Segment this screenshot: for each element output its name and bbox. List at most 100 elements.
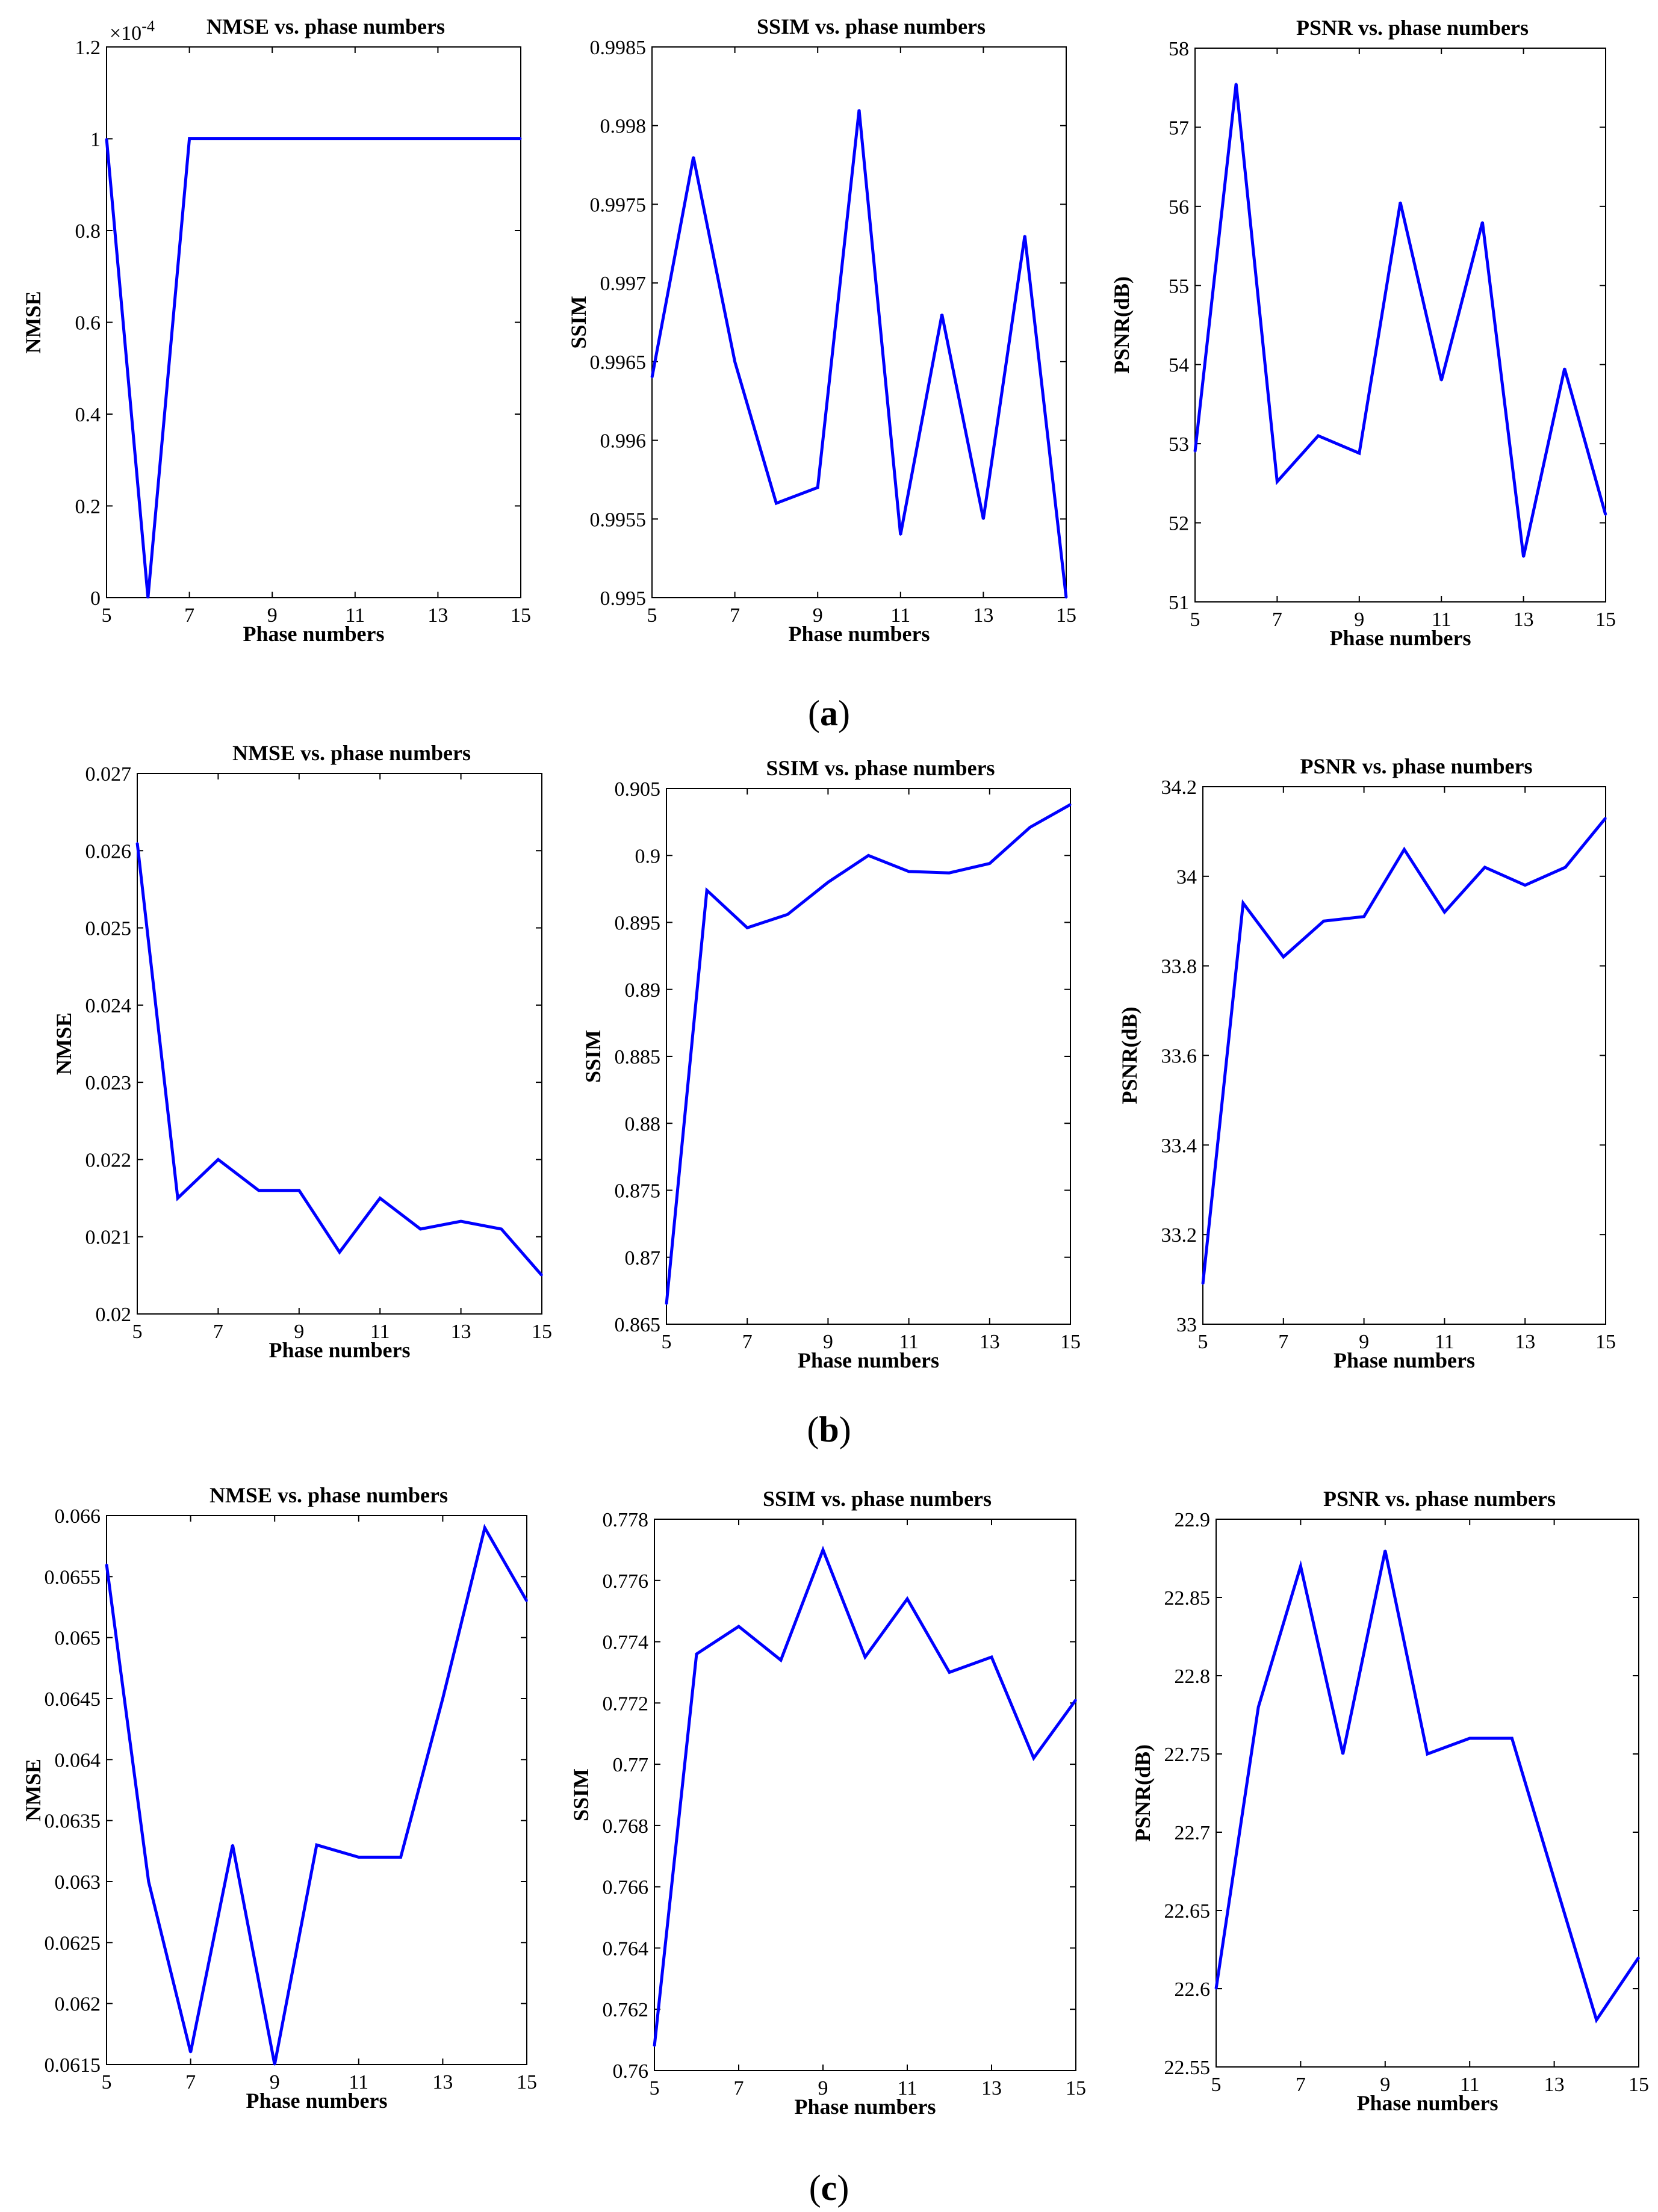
x-tick-label: 7 bbox=[730, 604, 740, 627]
chart-5: 5 7 9 11 13 15 0.865 0.87 0.875 0.88 0.885 0.89 0.89… bbox=[581, 756, 1081, 1372]
x-tick-label: 5 bbox=[650, 2077, 660, 2099]
data-point bbox=[1399, 201, 1402, 203]
y-tick-label: 0.772 bbox=[603, 1693, 649, 1715]
data-point bbox=[1468, 1737, 1471, 1740]
data-point bbox=[1638, 1956, 1640, 1959]
data-point bbox=[1440, 379, 1442, 382]
y-tick-label: 0.76 bbox=[613, 2060, 649, 2083]
x-tick-label: 5 bbox=[132, 1321, 143, 1343]
data-point bbox=[1323, 920, 1325, 922]
data-point bbox=[231, 1844, 234, 1846]
y-tick-label: 0.776 bbox=[603, 1570, 649, 1593]
data-point bbox=[858, 109, 860, 111]
y-tick-label: 0.022 bbox=[85, 1149, 132, 1171]
x-tick-label: 9 bbox=[1354, 609, 1364, 631]
data-point bbox=[1403, 848, 1405, 850]
data-point bbox=[908, 870, 910, 873]
y-tick-label: 22.85 bbox=[1164, 1587, 1211, 1609]
data-point bbox=[989, 863, 991, 865]
y-tick-label: 52 bbox=[1169, 513, 1189, 535]
data-point bbox=[948, 1671, 951, 1673]
data-point bbox=[1023, 235, 1026, 237]
data-point bbox=[1029, 826, 1031, 829]
y-tick-label: 57 bbox=[1169, 117, 1189, 139]
y-axis-label: PSNR(dB) bbox=[1131, 1744, 1155, 1842]
data-point bbox=[816, 486, 819, 489]
data-point bbox=[105, 138, 108, 140]
y-tick-label: 0.87 bbox=[625, 1247, 661, 1269]
panel-label-c: (c) bbox=[809, 2168, 849, 2208]
data-point bbox=[1523, 556, 1525, 558]
data-point bbox=[1242, 902, 1244, 904]
y-tick-label: 51 bbox=[1169, 592, 1189, 614]
y-tick-label: 0.062 bbox=[55, 1994, 101, 2016]
data-point bbox=[419, 1228, 421, 1230]
y-tick-label: 55 bbox=[1169, 275, 1189, 297]
x-axis-label: Phase numbers bbox=[1334, 1348, 1475, 1372]
y-tick-label: 0.997 bbox=[600, 273, 647, 295]
x-tick-label: 9 bbox=[818, 2077, 828, 2099]
plot-frame bbox=[137, 773, 542, 1315]
y-tick-label: 0.995 bbox=[600, 587, 647, 610]
y-tick-label: 33 bbox=[1176, 1314, 1197, 1336]
data-point bbox=[520, 138, 522, 140]
x-tick-label: 9 bbox=[1380, 2074, 1390, 2096]
x-tick-label: 7 bbox=[1296, 2074, 1306, 2096]
x-tick-label: 9 bbox=[267, 604, 278, 627]
data-point bbox=[273, 2063, 276, 2066]
data-point bbox=[868, 854, 869, 857]
data-point bbox=[651, 376, 653, 379]
plot-frame bbox=[1194, 48, 1606, 603]
y-tick-label: 0.774 bbox=[603, 1632, 649, 1654]
y-tick-label: 0.0645 bbox=[45, 1688, 101, 1711]
x-tick-label: 13 bbox=[1544, 2074, 1565, 2096]
x-tick-label: 7 bbox=[1278, 1331, 1288, 1353]
data-point bbox=[692, 156, 695, 158]
data-point bbox=[400, 1856, 402, 1858]
y-tick-label: 0.764 bbox=[603, 1938, 649, 1960]
data-point bbox=[1511, 1737, 1513, 1740]
data-point bbox=[500, 1228, 503, 1230]
y-axis-label: SSIM bbox=[581, 1030, 605, 1083]
x-tick-label: 15 bbox=[1595, 1331, 1616, 1353]
x-tick-label: 7 bbox=[1272, 609, 1282, 631]
data-point bbox=[948, 872, 951, 874]
y-tick-label: 22.55 bbox=[1164, 2057, 1211, 2079]
data-point bbox=[229, 138, 232, 140]
data-point bbox=[1032, 1757, 1035, 1759]
chart-6: 5 7 9 11 13 15 33 33.2 33.4 33.6 33.8 34 34.2 PSNR vs… bbox=[1117, 754, 1616, 1372]
y-tick-label: 58 bbox=[1169, 38, 1189, 60]
chart-title: SSIM vs. phase numbers bbox=[757, 14, 986, 39]
data-point bbox=[1384, 1549, 1386, 1552]
data-point bbox=[1524, 884, 1526, 887]
y-tick-label: 0.875 bbox=[615, 1180, 661, 1203]
data-point bbox=[136, 841, 138, 844]
data-point bbox=[379, 1197, 381, 1200]
y-tick-label: 54 bbox=[1169, 355, 1189, 377]
data-point bbox=[190, 2051, 192, 2054]
chart-title: SSIM vs. phase numbers bbox=[763, 1487, 992, 1511]
data-point bbox=[176, 1197, 179, 1200]
x-tick-label: 15 bbox=[517, 2071, 537, 2093]
data-point bbox=[1257, 1706, 1259, 1708]
data-point bbox=[706, 889, 708, 891]
x-tick-label: 5 bbox=[1211, 2074, 1222, 2096]
data-point bbox=[258, 1189, 260, 1192]
data-point bbox=[737, 1625, 740, 1628]
plot-frame bbox=[651, 46, 1067, 598]
y-axis-label: SSIM bbox=[567, 296, 591, 349]
x-tick-label: 11 bbox=[890, 604, 910, 627]
data-point bbox=[478, 138, 480, 140]
data-point bbox=[982, 518, 984, 520]
x-tick-label: 7 bbox=[185, 2071, 196, 2093]
y-tick-label: 0.895 bbox=[615, 912, 661, 935]
data-point bbox=[775, 502, 777, 504]
y-tick-label: 0.025 bbox=[85, 918, 132, 940]
data-point bbox=[460, 1220, 462, 1222]
data-point bbox=[147, 1880, 150, 1883]
x-axis-label: Phase numbers bbox=[798, 1348, 939, 1372]
x-tick-label: 15 bbox=[1060, 1331, 1081, 1353]
y-tick-label: 0.9975 bbox=[590, 194, 647, 216]
y-axis-label: NMSE bbox=[52, 1012, 76, 1075]
